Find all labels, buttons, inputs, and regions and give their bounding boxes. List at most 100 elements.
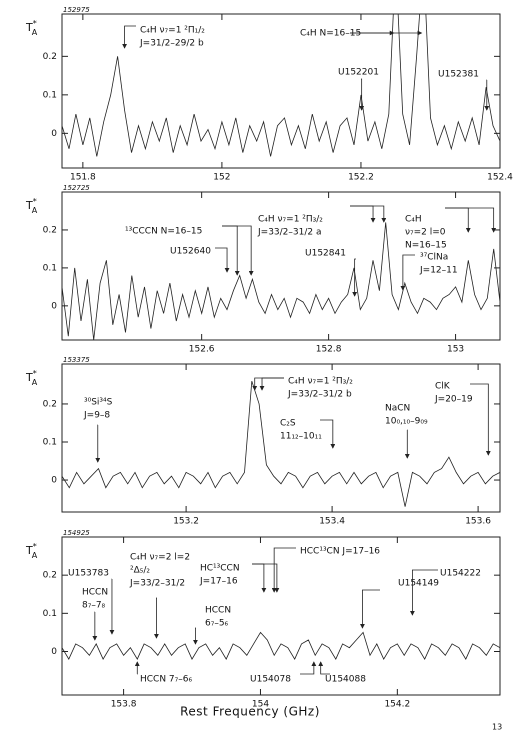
annotation-arrow [360, 589, 380, 629]
x-axis-label: Rest Frequency (GHz) [180, 705, 320, 719]
x-tick-label: 154.2 [384, 700, 410, 710]
panel: 153375 T* A 0 0.1 0.2 153.2 153.4 153.6 ³⁰Si³⁴S J=… [25, 356, 501, 527]
x-tick-label: 154 [252, 700, 269, 710]
annotation-text: C₄H [405, 215, 422, 225]
annotation-arrow [252, 377, 284, 391]
annotation-arrow [320, 419, 336, 449]
annotation-arrow [154, 597, 159, 639]
spectrum [62, 222, 500, 340]
annotation-arrow [222, 225, 254, 276]
y-label-sup: * [33, 197, 37, 206]
annotation-text: U152381 [438, 70, 479, 80]
annotation-text: 10₀,₁₀–9₀₉ [385, 417, 428, 427]
annotation-arrow [259, 377, 284, 391]
annotation-arrow [350, 205, 376, 223]
annotation-arrow [352, 258, 358, 297]
x-tick-label: 153.6 [465, 517, 491, 527]
y-tick-label: 0 [51, 476, 57, 486]
annotation-text: ν₇=2 l=0 [405, 228, 446, 238]
y-tick-label: 0.1 [43, 90, 57, 100]
annotation-text: ³⁷ClNa [420, 253, 448, 263]
annotation-text: U154078 [250, 675, 291, 685]
panel: 152725 T* A 0 0.1 0.2 152.6 152.8 153 ¹³CCCN N=16… [25, 184, 501, 355]
annotation-text: ³⁰Si³⁴S [84, 398, 113, 408]
annotation-arrow [409, 569, 438, 616]
y-tick-label: 0.1 [43, 263, 57, 273]
annotation-arrow [359, 78, 365, 111]
y-label-base: T [25, 199, 33, 212]
annotation-arrow [193, 627, 198, 645]
x-tick-label: 153.2 [173, 517, 199, 527]
y-label-sub: A [32, 206, 38, 215]
y-tick-label: 0 [51, 301, 57, 311]
annotation-text: 8₇–7₈ [82, 601, 106, 611]
spectrum [62, 380, 500, 507]
x-tick-label: 152.4 [487, 173, 513, 183]
x-tick-label: 152.6 [189, 345, 215, 355]
annotation-text: ¹³CCCN N=16–15 [125, 227, 202, 237]
annotation-text: U152841 [305, 249, 346, 259]
panel: 152975 T* A 0 0.1 0.2 151.8 152 152.2 152.4 C₄H ν₇… [25, 6, 513, 183]
x-tick-label: 153.4 [319, 517, 345, 527]
y-axis-label: T* A [25, 19, 38, 37]
annotation-arrow [350, 205, 387, 223]
panel-label: 152725 [63, 184, 90, 192]
annotation-text: C₄H ν₇=2 l=2 [130, 553, 190, 563]
annotation-text: HCC¹³CN J=17–16 [300, 547, 380, 557]
y-tick-label: 0.2 [43, 399, 57, 409]
annotation-arrow [300, 661, 317, 675]
annotation-text: HCCN 7₇–6₆ [140, 675, 192, 685]
plot-frame [61, 363, 501, 513]
y-label-base: T [25, 21, 33, 34]
y-tick-label: 0.2 [43, 571, 57, 581]
x-tick-label: 152 [213, 173, 230, 183]
x-tick-label: 151.8 [70, 173, 96, 183]
y-label-sub: A [32, 378, 38, 387]
annotation-text: U154222 [440, 569, 481, 579]
spectrum [62, 631, 500, 660]
annotation-arrow [252, 563, 267, 593]
annotation-text: J=20–19 [434, 395, 473, 405]
annotation-text: C₄H ν₇=1 ²Π₃/₂ [258, 215, 323, 225]
plot-frame [61, 13, 501, 169]
annotation-text: ²Δ₅/₂ [130, 566, 150, 576]
y-axis-label: T* A [25, 542, 38, 560]
y-label-sub: A [32, 28, 38, 37]
annotation-arrow [215, 247, 230, 273]
y-axis-label: T* A [25, 369, 38, 387]
y-label-base: T [25, 371, 33, 384]
y-label-sub: A [32, 551, 38, 560]
annotation-text: HC¹³CCN [200, 564, 240, 574]
x-tick-label: 153.8 [111, 700, 137, 710]
annotation-arrow [252, 563, 280, 593]
panel-label: 154925 [63, 529, 90, 537]
panel: 154925 T* A 0 0.1 0.2 153.8 154 154.2 U153783 HCCN… [25, 529, 501, 710]
y-tick-label: 0.1 [43, 437, 57, 447]
y-tick-label: 0.1 [43, 609, 57, 619]
panel-label: 152975 [63, 6, 90, 14]
annotation-text: U152640 [170, 247, 211, 257]
annotation-text: HCCN [82, 588, 108, 598]
plot-frame [61, 536, 501, 696]
annotation-text: ClK [435, 382, 451, 392]
annotation-arrow [122, 25, 136, 49]
annotation-text: U154149 [398, 579, 439, 589]
annotation-text: 6₇–5₆ [205, 619, 229, 629]
annotation-text: C₂S [280, 419, 296, 429]
annotation-arrow [445, 207, 497, 233]
panel-label: 153375 [63, 356, 90, 364]
annotation-text: U153783 [68, 569, 109, 579]
y-label-sup: * [33, 19, 37, 28]
annotation-text: C₄H ν₇=1 ²Π₁/₂ [140, 26, 205, 36]
x-tick-label: 152.8 [316, 345, 342, 355]
y-label-sup: * [33, 542, 37, 551]
y-tick-label: 0.2 [43, 52, 57, 62]
x-tick-label: 152.2 [348, 173, 374, 183]
annotation-arrow [445, 207, 471, 233]
annotation-text: C₄H ν₇=1 ²Π₃/₂ [288, 377, 353, 387]
x-tick-label: 153 [447, 345, 464, 355]
y-tick-label: 0.2 [43, 225, 57, 235]
spectrum [62, 14, 500, 157]
annotation-arrow [318, 661, 330, 675]
annotation-text: C₄H N=16–15 [300, 29, 361, 39]
